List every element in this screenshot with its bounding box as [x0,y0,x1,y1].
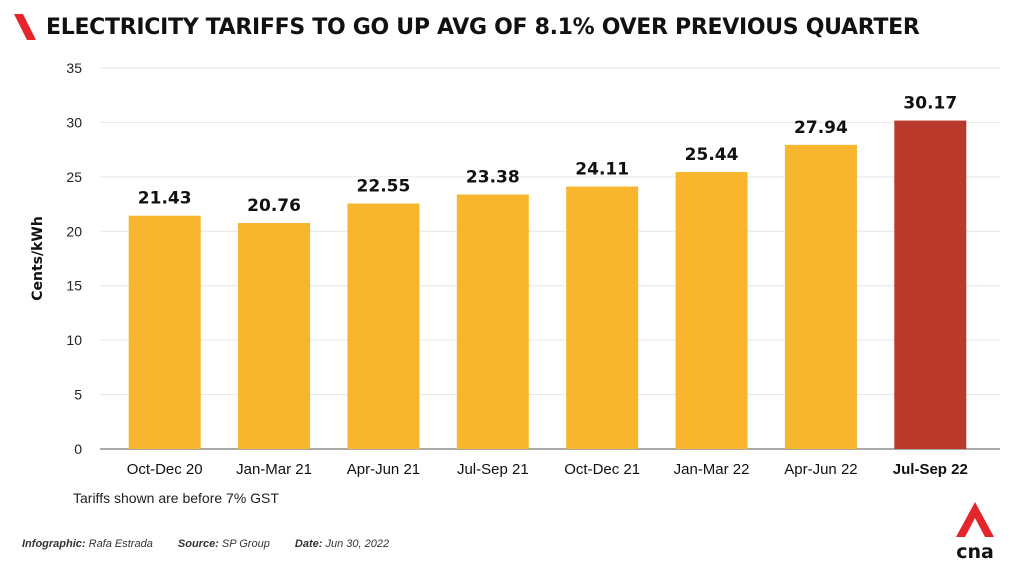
infographic-credit: Rafa Estrada [88,538,153,550]
y-tick-label: 30 [66,114,82,130]
bar-value-label: 24.11 [575,160,629,180]
brand-slash-icon [14,14,36,40]
bar-value-label: 20.76 [247,196,301,216]
x-category-label: Jan-Mar 21 [236,461,312,478]
bar-value-label: 22.55 [357,177,411,197]
bar-value-label: 30.17 [903,94,957,114]
source-label: Source: [177,538,219,550]
y-tick-label: 25 [66,169,82,185]
bar-value-label: 27.94 [794,118,848,138]
x-category-label: Jul-Sep 21 [457,461,529,478]
x-category-label: Oct-Dec 21 [564,461,640,478]
bar [128,215,201,449]
bar-value-label: 23.38 [466,167,520,187]
bar [347,203,420,449]
y-tick-label: 15 [66,278,82,294]
y-axis-label: Cents/kWh [30,216,46,301]
bar-value-label: 25.44 [685,145,739,165]
bar [238,223,311,449]
credits-line: Infographic: Rafa Estrada Source: SP Gro… [22,538,411,550]
cna-logo-mark [956,502,994,537]
bar [675,172,748,449]
date-credit: Jun 30, 2022 [325,538,390,550]
bar [456,194,529,449]
y-tick-label: 20 [66,223,82,239]
y-tick-label: 5 [74,387,82,403]
tariff-note: Tariffs shown are before 7% GST [73,490,279,506]
chart-title-area: ELECTRICITY TARIFFS TO GO UP AVG OF 8.1%… [14,10,920,44]
x-category-label: Apr-Jun 21 [347,461,420,478]
bar-value-label: 21.43 [138,189,192,209]
x-category-label: Jan-Mar 22 [674,461,750,478]
chart-title: ELECTRICITY TARIFFS TO GO UP AVG OF 8.1%… [46,14,920,40]
x-category-label: Jul-Sep 22 [893,461,968,478]
infographic-label: Infographic: [22,538,86,550]
source-credit: SP Group [221,538,270,550]
x-category-label: Oct-Dec 20 [127,461,203,478]
x-category-label: Apr-Jun 22 [784,461,857,478]
bar [894,120,967,449]
bar [784,144,857,449]
y-tick-label: 0 [74,441,82,457]
y-tick-label: 10 [66,332,82,348]
y-tick-label: 35 [66,60,82,76]
cna-logo-text: cna [956,541,994,562]
cna-logo: cna [956,502,994,562]
date-label: Date: [294,538,323,550]
bar [566,186,639,450]
